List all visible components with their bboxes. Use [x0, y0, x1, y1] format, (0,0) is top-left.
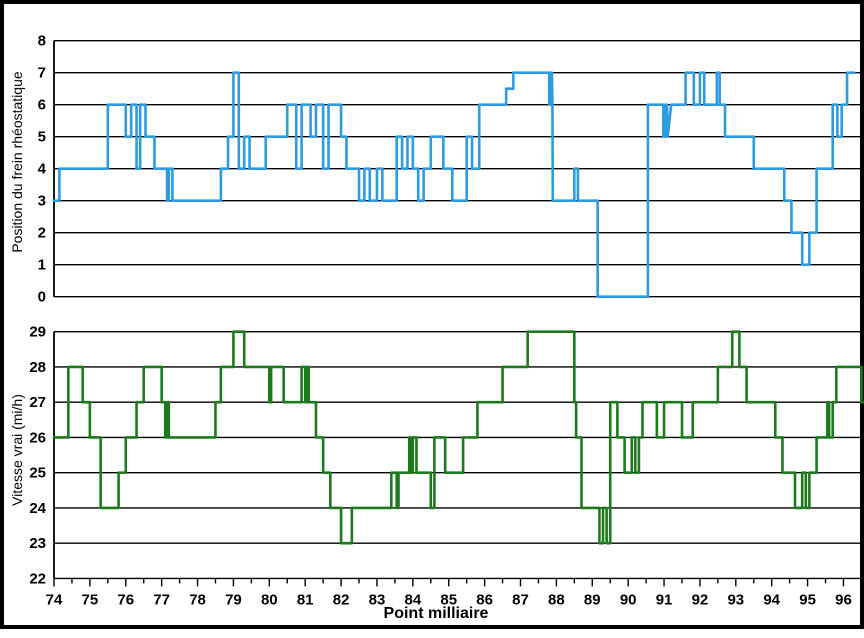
- svg-text:0: 0: [38, 289, 46, 306]
- svg-text:23: 23: [29, 535, 46, 552]
- svg-text:6: 6: [38, 97, 46, 114]
- svg-text:26: 26: [29, 429, 46, 446]
- svg-text:8: 8: [38, 33, 46, 50]
- svg-text:22: 22: [29, 570, 46, 587]
- svg-text:25: 25: [29, 465, 46, 482]
- svg-text:3: 3: [38, 193, 46, 210]
- svg-text:2: 2: [38, 225, 46, 242]
- svg-text:28: 28: [29, 359, 46, 376]
- svg-text:7: 7: [38, 65, 46, 82]
- svg-text:5: 5: [38, 129, 46, 146]
- svg-text:24: 24: [29, 500, 46, 517]
- svg-text:1: 1: [38, 257, 46, 274]
- svg-text:29: 29: [29, 324, 46, 341]
- svg-text:27: 27: [29, 394, 46, 411]
- svg-text:4: 4: [38, 161, 47, 178]
